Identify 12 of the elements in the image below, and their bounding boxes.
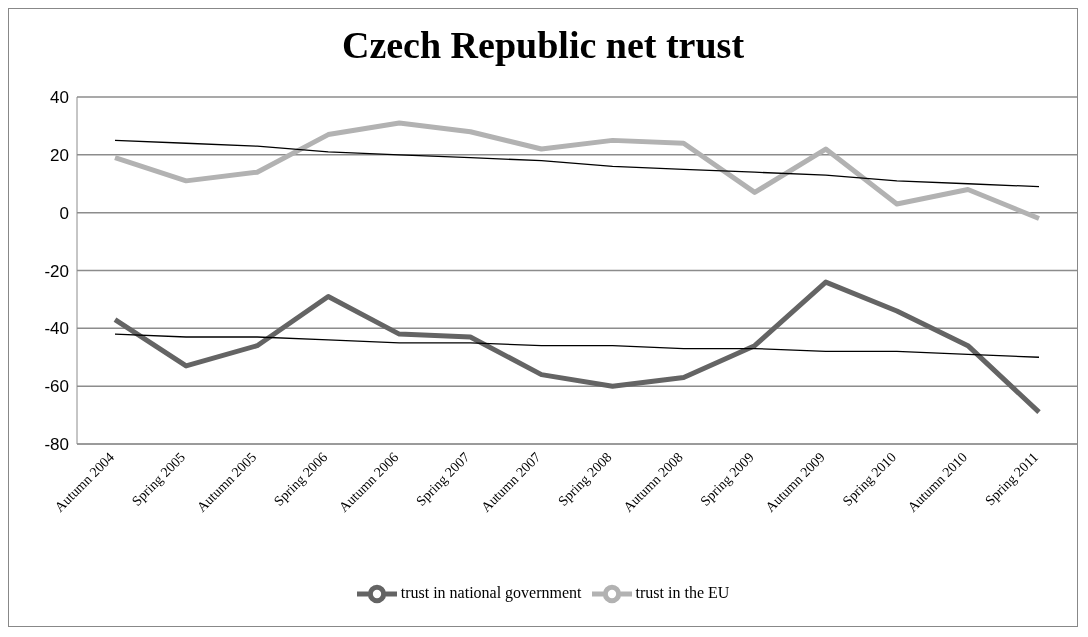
y-tick-label: 20 [50,145,69,165]
y-tick-label: -80 [44,435,69,455]
y-tick-label: -40 [44,319,69,339]
line-series [114,333,1040,358]
line-series [114,139,1040,188]
chart-title: Czech Republic net trust [340,23,746,68]
y-tick-label: 0 [59,203,69,223]
y-tick-label: 40 [50,88,69,108]
y-tick-label: -60 [44,377,69,397]
legend-label: trust in the EU [635,583,730,601]
legend-label: trust in national government [400,583,582,601]
y-tick-label: -20 [44,261,69,281]
